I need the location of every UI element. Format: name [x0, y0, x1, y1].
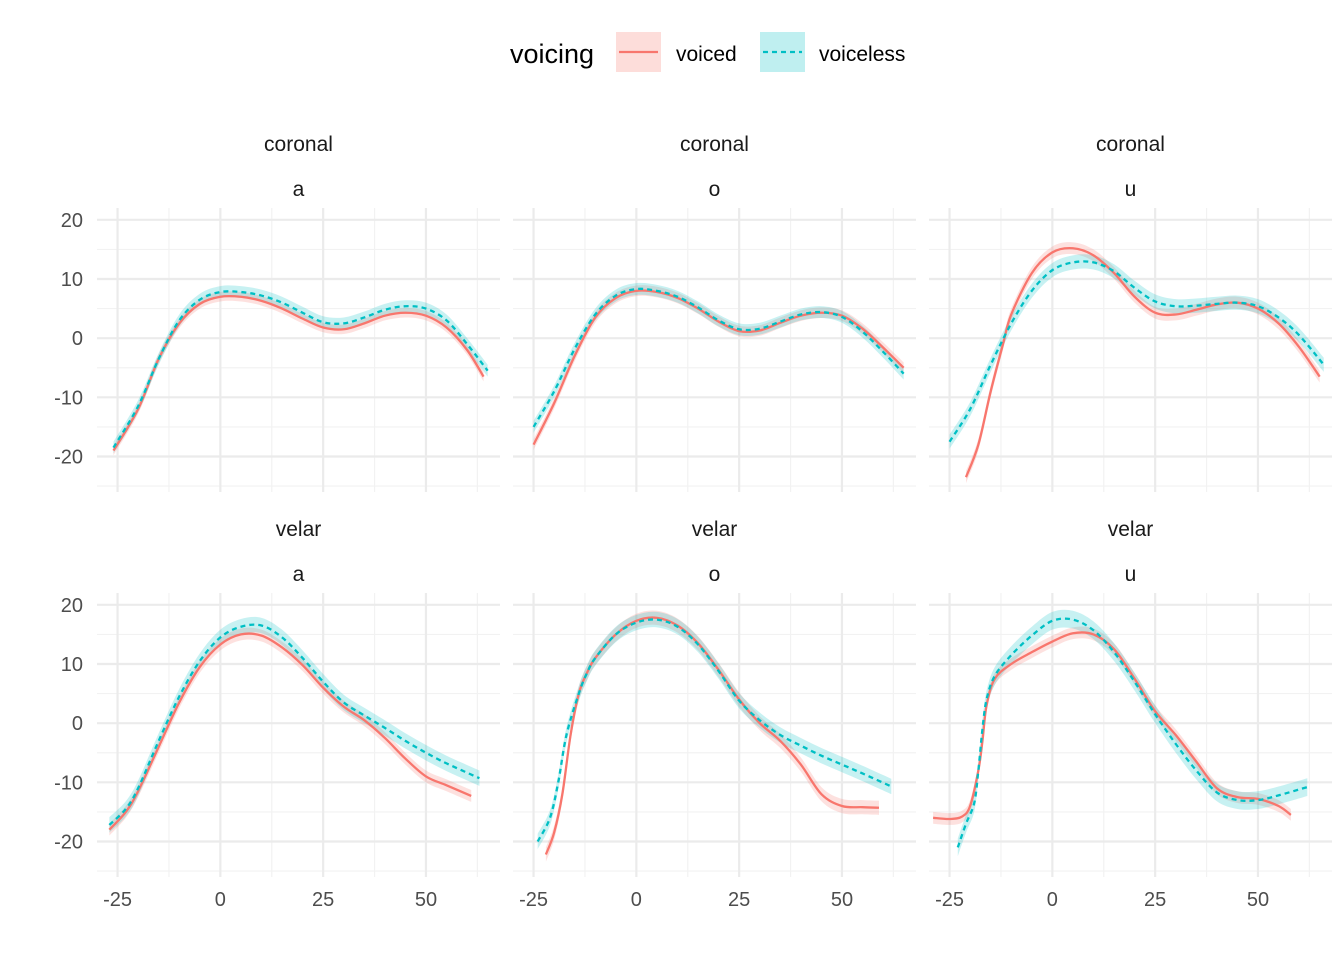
x-tick-label: 25 [312, 889, 334, 911]
legend-label-voiced: voiced [676, 43, 737, 66]
y-tick-label: -10 [54, 387, 83, 409]
legend-key-voiceless [760, 32, 805, 72]
facet-panel-velar-a: velar a [97, 518, 500, 877]
facet-panel-coronal-o: coronal o [513, 133, 916, 492]
strip-label-place: velar [276, 518, 322, 541]
legend-label-voiceless: voiceless [819, 43, 905, 66]
y-tick-label: 20 [61, 210, 83, 232]
x-tick-label: 50 [831, 889, 853, 911]
facet-panels: coronalacoronalocoronaluvelaravelarovela… [97, 133, 1332, 877]
y-tick-label: -20 [54, 447, 83, 469]
y-tick-label: 0 [72, 713, 83, 735]
facet-panel-velar-o: velar o [513, 518, 916, 877]
y-tick-label: 10 [61, 654, 83, 676]
legend-key-voiced [616, 32, 661, 72]
y-tick-label: 20 [61, 595, 83, 617]
series-line-voiceless [112, 290, 489, 449]
y-tick-label: -10 [54, 772, 83, 794]
confidence-band-voiceless [537, 611, 892, 850]
y-axes: 20 10 0 -10 -20 20 10 0 -10 -20 [54, 210, 83, 854]
x-tick-label: -25 [103, 889, 132, 911]
facet-panel-velar-u: velar u [929, 518, 1332, 877]
strip-label-vowel: a [293, 563, 305, 586]
legend-title: voicing [510, 39, 594, 69]
x-tick-label: 50 [415, 889, 437, 911]
series-line-voiced [108, 632, 472, 831]
series-line-voiceless [108, 623, 480, 826]
strip-label-place: coronal [1096, 133, 1165, 156]
y-tick-label: 0 [72, 328, 83, 350]
strip-label-vowel: o [709, 563, 721, 586]
strip-label-place: velar [1108, 518, 1154, 541]
strip-label-place: coronal [264, 133, 333, 156]
series-line-voiceless [532, 287, 905, 428]
series-line-voiceless [956, 617, 1308, 848]
y-tick-label: -20 [54, 832, 83, 854]
series-line-voiceless [536, 618, 892, 843]
confidence-band-voiceless [957, 609, 1308, 857]
x-tick-label: 0 [631, 889, 642, 911]
series-line-voiced [532, 289, 905, 446]
x-tick-label: 25 [728, 889, 750, 911]
strip-label-vowel: u [1125, 178, 1137, 201]
x-tick-label: 50 [1247, 889, 1269, 911]
x-tick-label: -25 [935, 889, 964, 911]
strip-label-vowel: u [1125, 563, 1137, 586]
x-tick-label: 25 [1144, 889, 1166, 911]
strip-label-vowel: o [709, 178, 721, 201]
strip-label-vowel: a [293, 178, 305, 201]
legend: voicing voiced voiceless [510, 32, 905, 72]
strip-label-place: velar [692, 518, 738, 541]
x-axes: -25 0 25 50 -25 0 25 50 -25 0 25 50 [103, 889, 1269, 911]
y-tick-label: 10 [61, 269, 83, 291]
series-line-voiced [933, 631, 1292, 821]
facet-panel-coronal-a: coronal a [97, 133, 500, 492]
confidence-band-voiced [533, 285, 904, 450]
confidence-band-voiced [933, 626, 1291, 825]
x-tick-label: 0 [1047, 889, 1058, 911]
series-line-voiced [964, 246, 1321, 478]
facet-panel-coronal-u: coronal u [929, 133, 1332, 492]
x-tick-label: 0 [215, 889, 226, 911]
strip-label-place: coronal [680, 133, 749, 156]
x-tick-label: -25 [519, 889, 548, 911]
series-line-voiced [112, 294, 485, 452]
